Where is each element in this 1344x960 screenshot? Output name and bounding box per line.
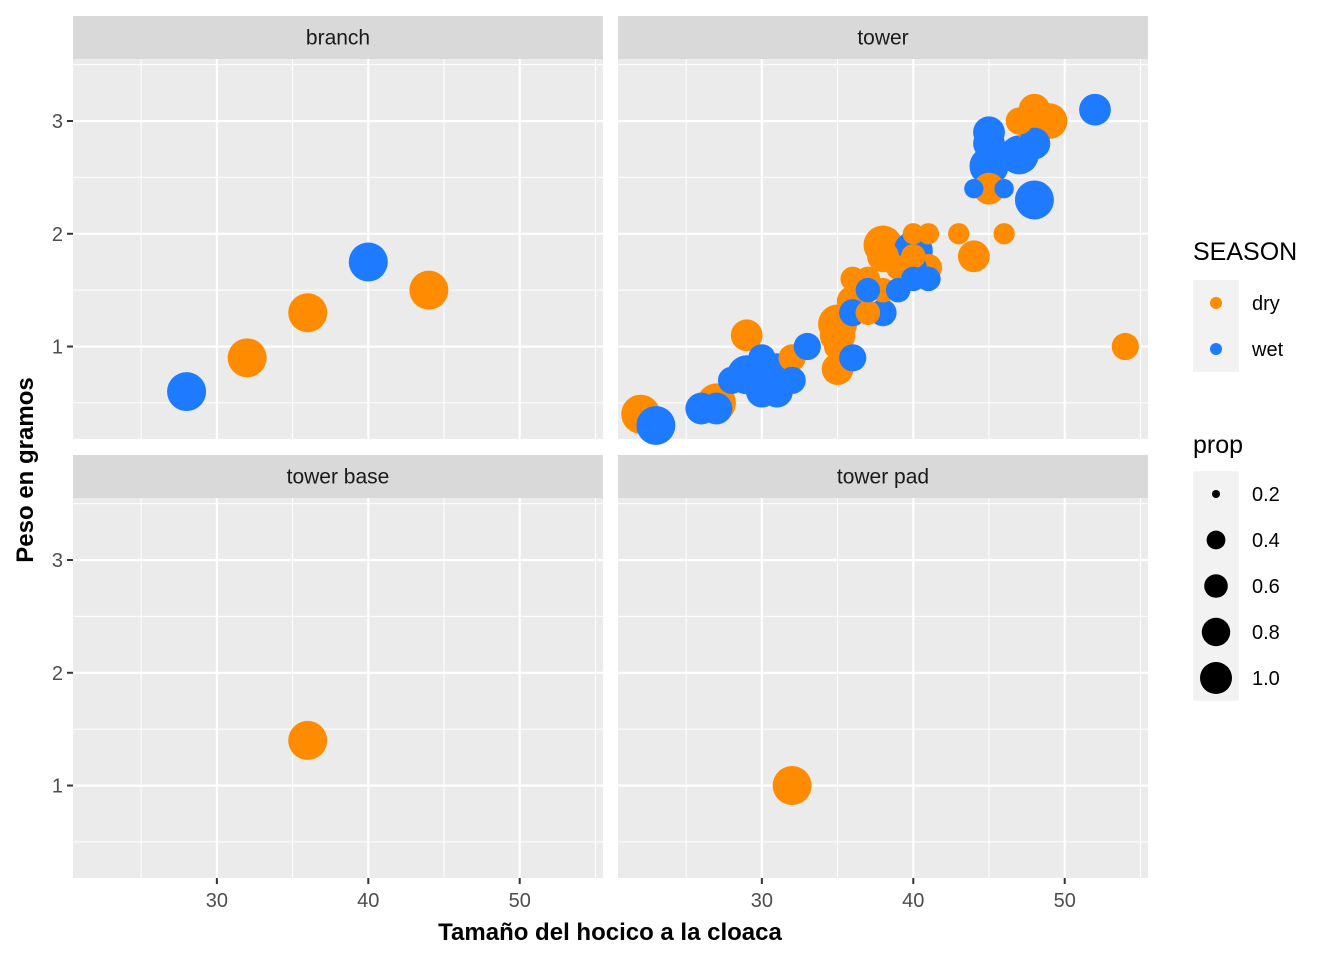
- data-point-dry: [902, 223, 924, 245]
- panels-layer: branch tower tower base tower pad: [73, 16, 1148, 878]
- panel-tower: tower: [618, 16, 1148, 445]
- prop-legend-label: 1.0: [1252, 668, 1280, 690]
- panel-branch: branch: [73, 16, 603, 439]
- x-tick-label: 50: [509, 890, 531, 912]
- data-point-wet: [348, 242, 388, 282]
- x-tick-label: 30: [751, 890, 773, 912]
- data-point-dry: [1005, 107, 1033, 135]
- prop-legend-label: 0.4: [1252, 530, 1280, 552]
- panel-background: [73, 498, 603, 878]
- panel-background: [618, 498, 1148, 878]
- y-tick-label: 3: [52, 550, 63, 572]
- data-point-dry: [901, 244, 926, 269]
- data-point-dry: [993, 223, 1015, 245]
- y-tick-label: 1: [52, 776, 63, 798]
- data-point-dry: [288, 720, 328, 760]
- legend-size-key: [1206, 530, 1226, 550]
- facet-strip-label: tower: [857, 27, 908, 50]
- data-point-dry: [227, 338, 267, 378]
- data-point-dry: [730, 319, 763, 352]
- data-point-wet: [916, 266, 941, 292]
- data-point-wet: [1079, 93, 1111, 126]
- data-point-wet: [793, 332, 821, 361]
- data-point-dry: [917, 223, 940, 245]
- data-point-wet: [636, 405, 676, 445]
- panel-background: [73, 59, 603, 439]
- data-point-dry: [772, 766, 812, 806]
- data-point-dry: [973, 172, 1005, 205]
- data-point-wet: [748, 344, 776, 372]
- season-legend-label: dry: [1252, 293, 1280, 315]
- prop-legend-title: prop: [1193, 431, 1243, 459]
- y-tick-label: 3: [52, 111, 63, 133]
- data-point-wet: [969, 146, 1009, 186]
- facet-strip: [73, 16, 603, 59]
- data-point-wet: [994, 178, 1014, 199]
- x-tick-label: 50: [1054, 890, 1076, 912]
- legend-size-key: [1200, 662, 1232, 694]
- data-point-dry: [957, 240, 990, 273]
- x-tick-label: 30: [206, 890, 228, 912]
- data-point-dry: [948, 223, 970, 245]
- data-point-wet: [1018, 127, 1051, 160]
- legend-key-dry: [1210, 297, 1222, 309]
- data-point-wet: [973, 116, 1005, 149]
- y-tick-label: 1: [52, 337, 63, 359]
- prop-legend-label: 0.2: [1252, 484, 1280, 506]
- data-point-dry: [855, 300, 881, 325]
- axes-layer: 1 2 3 1 2 3 30 40 50 30 40 50: [52, 111, 1076, 912]
- panel-tower-pad: tower pad: [618, 455, 1148, 878]
- facet-strip: [618, 16, 1148, 59]
- data-point-wet: [717, 366, 746, 394]
- season-legend-title: SEASON: [1193, 238, 1297, 266]
- prop-legend-label: 0.8: [1252, 622, 1280, 644]
- x-tick-label: 40: [902, 890, 924, 912]
- data-point-dry: [409, 270, 449, 310]
- facet-strip-label: tower base: [287, 466, 390, 489]
- facet-strip: [618, 455, 1148, 498]
- data-point-wet: [964, 178, 984, 199]
- data-point-wet: [855, 277, 881, 303]
- y-tick-label: 2: [52, 663, 63, 685]
- prop-legend-label: 0.6: [1252, 576, 1280, 598]
- x-tick-label: 40: [357, 890, 379, 912]
- data-point-wet: [839, 344, 867, 372]
- legend-size-key: [1201, 617, 1231, 647]
- y-axis-title: Peso en gramos: [12, 377, 39, 562]
- facet-strip-label: tower pad: [837, 466, 929, 489]
- facet-strip: [73, 455, 603, 498]
- data-point-wet: [778, 366, 806, 394]
- data-point-dry: [288, 293, 328, 333]
- facet-strip-label: branch: [306, 27, 370, 50]
- x-axis-title: Tamaño del hocico a la cloaca: [438, 919, 782, 946]
- panel-tower-base: tower base: [73, 455, 603, 878]
- legend-size-key: [1204, 574, 1228, 598]
- data-point-dry: [1111, 332, 1139, 361]
- y-tick-label: 2: [52, 224, 63, 246]
- data-point-wet: [1014, 180, 1054, 220]
- legend: SEASON dry wet prop 0.2 0.4 0.6 0.8 1.0: [1193, 238, 1297, 701]
- legend-key-wet: [1210, 343, 1222, 355]
- data-point-wet: [167, 372, 207, 412]
- legend-size-key: [1212, 490, 1220, 498]
- season-legend-label: wet: [1251, 339, 1284, 361]
- data-point-wet: [700, 392, 733, 425]
